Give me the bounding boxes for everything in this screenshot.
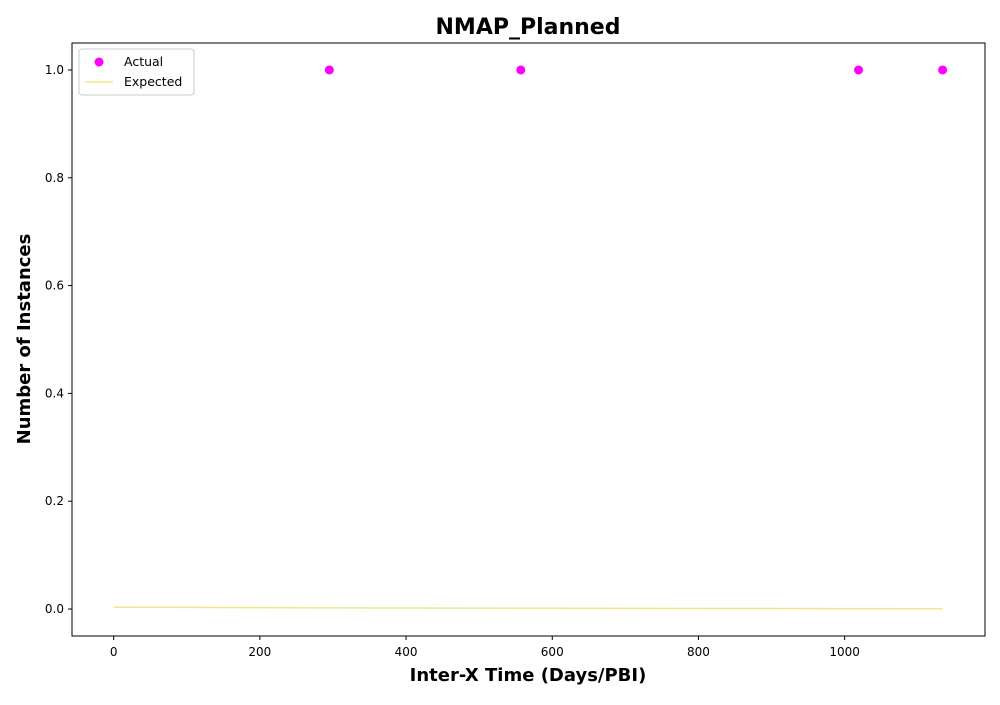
data-point-actual [938, 65, 948, 75]
x-tick-label: 600 [541, 645, 564, 659]
y-tick-label: 0.6 [45, 279, 64, 293]
chart-title: NMAP_Planned [436, 15, 621, 40]
series-line-expected [113, 606, 943, 610]
y-tick-label: 0.8 [45, 171, 64, 185]
plot-frame [71, 42, 986, 637]
x-axis-label: Inter-X Time (Days/PBI) [410, 665, 647, 686]
x-tick-label: 0 [110, 645, 118, 659]
legend-swatch-actual [94, 57, 104, 67]
y-axis-label: Number of Instances [14, 234, 35, 445]
plot-area: 0 200 400 600 800 1000 0.0 0.2 0.4 0.6 0.8 1.0 Actua… [45, 42, 986, 659]
y-tick-label: 1.0 [45, 63, 64, 77]
legend-label: Actual [124, 54, 163, 69]
data-point-actual [324, 65, 334, 75]
x-tick-label: 1000 [829, 645, 860, 659]
legend-box [78, 48, 195, 96]
x-tick-label: 800 [687, 645, 710, 659]
legend-label: Expected [124, 74, 182, 89]
x-tick-label: 400 [395, 645, 418, 659]
y-tick-label: 0.0 [45, 602, 64, 616]
legend: Actual Expected [78, 48, 195, 96]
y-tick-label: 0.2 [45, 494, 64, 508]
x-tick-label: 200 [248, 645, 271, 659]
data-point-actual [516, 65, 526, 75]
data-point-actual [854, 65, 864, 75]
y-tick-label: 0.4 [45, 386, 64, 400]
